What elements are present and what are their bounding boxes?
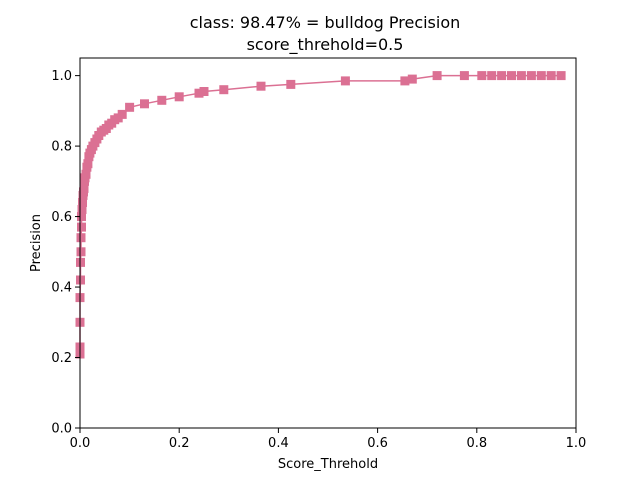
data-point <box>140 99 149 109</box>
data-point <box>256 81 266 91</box>
y-tick-label: 0.2 <box>51 351 72 366</box>
data-point <box>400 76 410 86</box>
data-point <box>497 71 507 81</box>
x-tick-label: 0.2 <box>169 436 190 451</box>
x-tick-label: 0.0 <box>70 436 91 451</box>
data-point <box>556 71 566 81</box>
data-point <box>407 74 417 84</box>
plot-frame <box>79 57 577 429</box>
y-tick-label: 0.0 <box>51 422 72 437</box>
x-tick-label: 0.6 <box>367 436 388 451</box>
data-point <box>340 76 350 86</box>
x-axis: 0.0 0.2 0.4 0.6 0.8 1.0 <box>70 428 587 451</box>
data-point <box>157 95 167 105</box>
data-point <box>536 71 546 81</box>
y-tick-label: 0.8 <box>51 140 72 155</box>
data-point <box>125 102 135 112</box>
y-axis: 0.0 0.2 0.4 0.6 0.8 1.0 <box>51 69 80 437</box>
chart-title: class: 98.47% = bulldog Precision <box>190 13 461 32</box>
data-point <box>546 71 556 81</box>
data-point <box>78 198 87 207</box>
data-point <box>194 88 204 98</box>
data-point <box>432 71 442 81</box>
chart-subtitle: score_threhold=0.5 <box>247 35 404 55</box>
data-point <box>507 71 516 81</box>
data-point <box>77 205 87 214</box>
x-axis-label: Score_Threhold <box>278 457 378 472</box>
y-tick-label: 0.4 <box>51 281 72 296</box>
data-point <box>487 71 497 81</box>
y-axis-label: Precision <box>29 214 44 272</box>
data-point <box>81 169 91 179</box>
series-0-line <box>79 74 562 354</box>
data-point <box>76 247 86 257</box>
x-tick-label: 0.4 <box>268 436 289 451</box>
data-point <box>76 233 86 243</box>
data-point <box>117 109 127 119</box>
data-point <box>459 71 469 81</box>
data-point <box>77 222 86 232</box>
data-point <box>83 159 93 169</box>
y-tick-label: 0.6 <box>51 210 72 225</box>
data-point <box>219 85 229 95</box>
data-point <box>516 71 526 81</box>
y-tick-label: 1.0 <box>51 69 72 84</box>
x-tick-label: 1.0 <box>566 436 587 451</box>
plot-area <box>75 71 566 359</box>
data-point <box>286 79 296 89</box>
data-point <box>199 87 209 96</box>
x-tick-label: 0.8 <box>466 436 487 451</box>
data-point <box>79 183 89 193</box>
data-point <box>77 212 86 222</box>
data-point <box>477 71 487 81</box>
data-point <box>174 92 184 102</box>
data-point <box>526 71 536 81</box>
